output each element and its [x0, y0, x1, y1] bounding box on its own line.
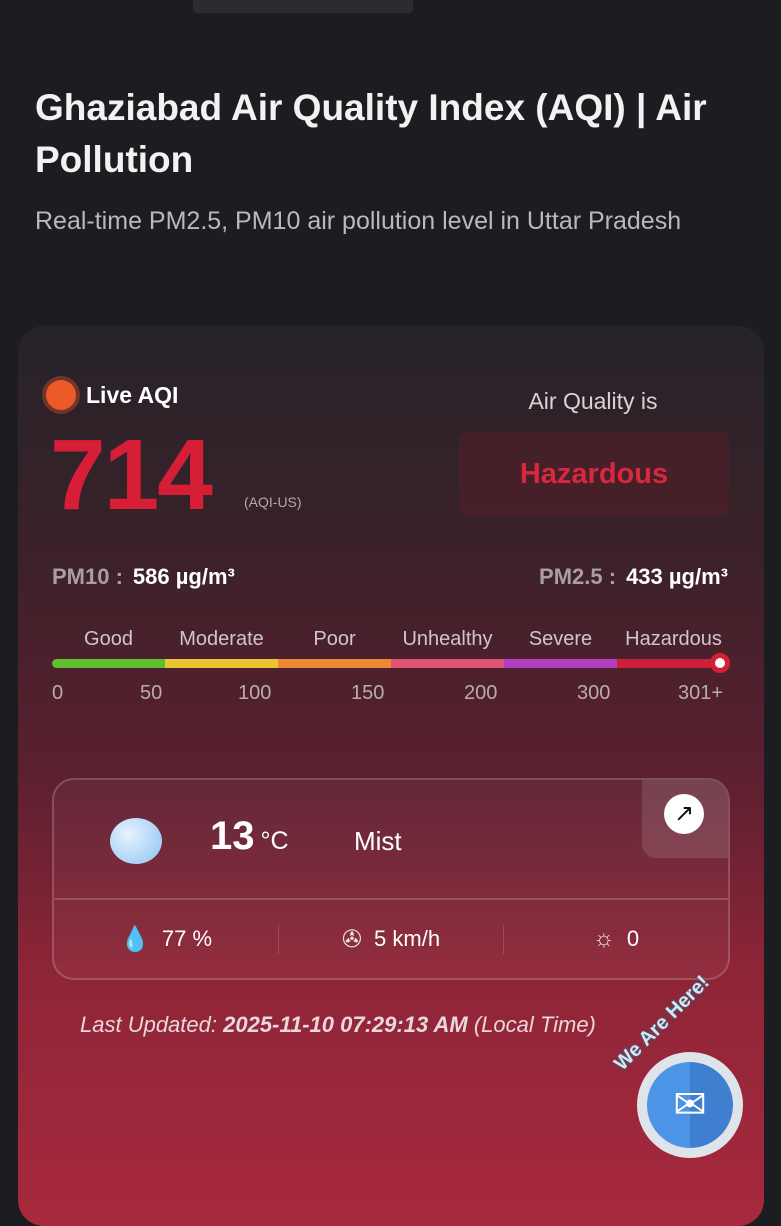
scale-ticks: 0 50 100 150 200 300 301+ — [52, 682, 732, 706]
scale-segment-unhealthy — [391, 659, 504, 668]
air-quality-label: Air Quality is — [528, 388, 658, 414]
aqi-unit: (AQI-US) — [244, 494, 302, 510]
top-tab — [193, 0, 413, 13]
scale-segment-hazardous — [617, 659, 730, 668]
humidity-value: 77 % — [161, 926, 213, 951]
mail-icon: ✉ — [647, 1062, 733, 1148]
scale-label-moderate: Moderate — [179, 628, 264, 650]
scale-segment-good — [52, 659, 165, 668]
tick: 0 — [52, 682, 64, 704]
live-dot-icon — [46, 380, 76, 410]
scale-label-hazardous: Hazardous — [625, 628, 722, 650]
pm25-reading: PM2.5 : 433 µg/m³ — [539, 564, 728, 590]
wind: ✇ 5 km/h — [279, 924, 504, 954]
scale-label-good: Good — [84, 628, 133, 650]
wind-value: 5 km/h — [374, 926, 441, 951]
pm10-reading: PM10 : 586 µg/m³ — [52, 564, 235, 590]
tick: 50 — [140, 682, 163, 704]
live-aqi-indicator: Live AQI — [46, 380, 178, 410]
temperature: 13 °C — [210, 814, 289, 858]
last-updated: Last Updated: 2025-11-10 07:29:13 AM (Lo… — [80, 1012, 596, 1037]
scale-segment-moderate — [165, 659, 278, 668]
external-link-icon: ↗ — [664, 794, 704, 834]
pm10-label: PM10 : — [52, 564, 123, 589]
humidity: 💧 77 % — [54, 924, 279, 954]
wind-turbine-icon: ✇ — [341, 925, 363, 953]
contact-button[interactable]: ✉ — [637, 1052, 743, 1158]
aqi-card: Live AQI 714 (AQI-US) Air Quality is Haz… — [18, 326, 764, 1226]
tick: 100 — [238, 682, 272, 704]
pm25-value: 433 µg/m³ — [626, 564, 728, 589]
status-badge: Hazardous — [459, 432, 729, 516]
humidity-icon: 💧 — [119, 925, 150, 953]
page-subtitle: Real-time PM2.5, PM10 air pollution leve… — [35, 207, 682, 235]
scale-label-poor: Poor — [313, 628, 356, 650]
scale-labels: Good Moderate Poor Unhealthy Severe Haza… — [52, 628, 730, 651]
mist-cloud-icon — [110, 818, 162, 864]
aqi-scale-bar — [52, 659, 730, 668]
scale-segment-poor — [278, 659, 391, 668]
aqi-marker — [710, 653, 730, 673]
live-aqi-label: Live AQI — [86, 381, 179, 408]
uv-index: ☼ 0 — [504, 925, 728, 953]
scale-label-unhealthy: Unhealthy — [402, 628, 493, 650]
tick: 150 — [351, 682, 385, 704]
pm10-value: 586 µg/m³ — [132, 564, 235, 589]
aqi-value: 714 — [50, 419, 213, 531]
page-title: Ghaziabad Air Quality Index (AQI) | Air … — [35, 87, 707, 180]
tick: 301+ — [678, 682, 724, 704]
tick: 200 — [464, 682, 498, 704]
pm25-label: PM2.5 : — [539, 564, 617, 589]
weather-condition: Mist — [354, 826, 402, 856]
scale-label-severe: Severe — [528, 628, 593, 650]
scale-segment-severe — [504, 659, 617, 668]
temp-unit: °C — [260, 827, 289, 855]
tick: 300 — [577, 682, 611, 704]
uv-index-icon: ☼ — [592, 925, 615, 952]
updated-time: 2025-11-10 07:29:13 AM — [223, 1012, 468, 1037]
uv-value: 0 — [626, 926, 640, 951]
weather-details-button[interactable]: ↗ — [642, 780, 728, 858]
weather-card: 13 °C Mist ↗ 💧 77 % ✇ 5 km/h ☼ 0 — [52, 778, 730, 980]
